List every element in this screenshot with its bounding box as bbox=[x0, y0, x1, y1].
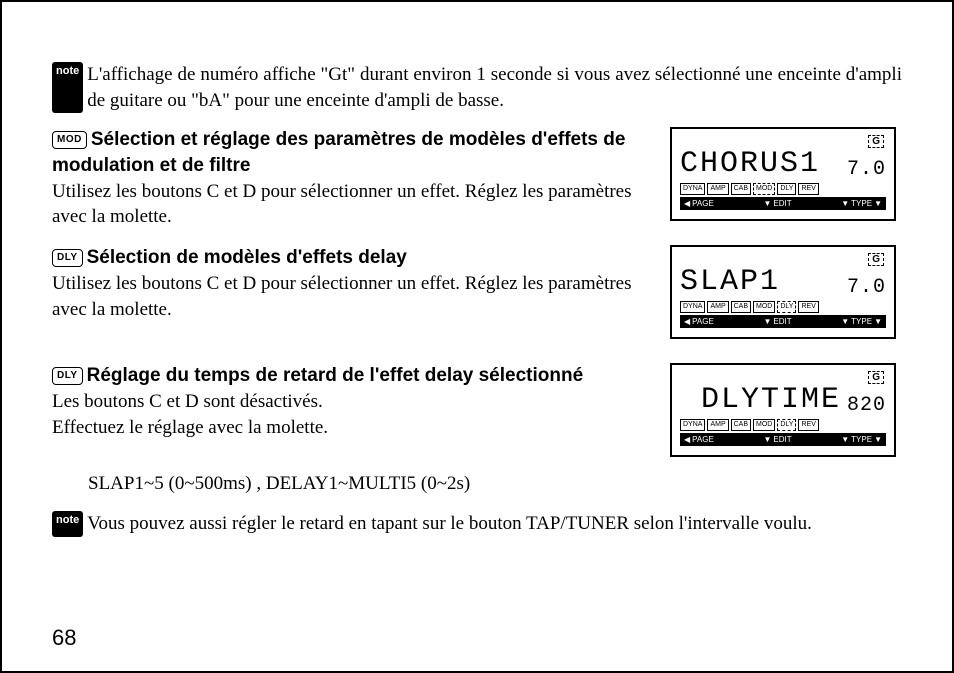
lcd1-name: CHORUS1 bbox=[680, 147, 820, 181]
manual-page: note L'affichage de numéro affiche "Gt" … bbox=[0, 0, 954, 673]
lcd-chorus: G CHORUS1 7.0 DYNAAMPCABMODDLYREV PAGE E… bbox=[670, 127, 902, 231]
lcd3-main: DLYTIME 820 bbox=[680, 385, 886, 417]
mod-box-rev: REV bbox=[798, 419, 818, 431]
section-dly-time-body1: Les boutons C et D sont désactivés. bbox=[52, 391, 323, 412]
page-label-2: PAGE bbox=[684, 317, 714, 326]
range-text: SLAP1~5 (0~500ms) , DELAY1~MULTI5 (0~2s) bbox=[88, 471, 902, 497]
section-dly-time: DLYRéglage du temps de retard de l'effet… bbox=[52, 363, 902, 467]
mod-box-mod: MOD bbox=[753, 183, 775, 195]
lcd1-mods: DYNAAMPCABMODDLYREV bbox=[680, 183, 886, 195]
mod-tag-icon: MOD bbox=[52, 131, 87, 149]
lcd2-val: 7.0 bbox=[847, 276, 886, 299]
section-dly-select-title: Sélection de modèles d'effets delay bbox=[87, 247, 407, 268]
section-dly-select: DLYSélection de modèles d'effets delay U… bbox=[52, 245, 902, 349]
section-dly-select-text: DLYSélection de modèles d'effets delay U… bbox=[52, 245, 670, 322]
lcd2-mods: DYNAAMPCABMODDLYREV bbox=[680, 301, 886, 313]
page-label: PAGE bbox=[684, 199, 714, 208]
note-block-2: note Vous pouvez aussi régler le retard … bbox=[52, 511, 902, 537]
lcd1-footer: PAGE EDIT TYPE bbox=[680, 197, 886, 210]
note-block-1: note L'affichage de numéro affiche "Gt" … bbox=[52, 62, 902, 113]
lcd3-mods: DYNAAMPCABMODDLYREV bbox=[680, 419, 886, 431]
note-icon: note bbox=[52, 62, 83, 113]
mod-box-amp: AMP bbox=[707, 419, 728, 431]
lcd2-footer: PAGE EDIT TYPE bbox=[680, 315, 886, 328]
type-label-3: TYPE bbox=[841, 435, 882, 444]
type-label-2: TYPE bbox=[841, 317, 882, 326]
g-indicator-icon: G bbox=[868, 135, 884, 148]
note-text-2: Vous pouvez aussi régler le retard en ta… bbox=[87, 511, 902, 537]
lcd3-name: DLYTIME bbox=[701, 383, 841, 417]
section-mod-body: Utilisez les boutons C et D pour sélecti… bbox=[52, 181, 632, 228]
page-number: 68 bbox=[52, 625, 76, 651]
edit-label-3: EDIT bbox=[763, 435, 791, 444]
dly-tag-icon-2: DLY bbox=[52, 367, 83, 385]
lcd-panel-3: G DLYTIME 820 DYNAAMPCABMODDLYREV PAGE E… bbox=[670, 363, 896, 457]
lcd2-main: SLAP1 7.0 bbox=[680, 267, 886, 299]
lcd1-val: 7.0 bbox=[847, 158, 886, 181]
dly-tag-icon-1: DLY bbox=[52, 249, 83, 267]
mod-box-amp: AMP bbox=[707, 183, 728, 195]
section-dly-time-text: DLYRéglage du temps de retard de l'effet… bbox=[52, 363, 670, 440]
section-dly-time-body2: Effectuez le réglage avec la molette. bbox=[52, 417, 328, 438]
section-dly-select-body: Utilisez les boutons C et D pour sélecti… bbox=[52, 273, 632, 320]
mod-box-dly: DLY bbox=[777, 419, 796, 431]
mod-box-rev: REV bbox=[798, 301, 818, 313]
mod-box-dly: DLY bbox=[777, 183, 796, 195]
mod-box-dly: DLY bbox=[777, 301, 796, 313]
mod-box-dyna: DYNA bbox=[680, 419, 705, 431]
mod-box-mod: MOD bbox=[753, 301, 775, 313]
lcd-panel-2: G SLAP1 7.0 DYNAAMPCABMODDLYREV PAGE EDI… bbox=[670, 245, 896, 339]
mod-box-cab: CAB bbox=[731, 301, 751, 313]
lcd2-name: SLAP1 bbox=[680, 265, 780, 299]
mod-box-dyna: DYNA bbox=[680, 183, 705, 195]
type-label: TYPE bbox=[841, 199, 882, 208]
section-mod-text: MODSélection et réglage des paramètres d… bbox=[52, 127, 670, 230]
section-dly-time-title: Réglage du temps de retard de l'effet de… bbox=[87, 365, 584, 386]
lcd1-main: CHORUS1 7.0 bbox=[680, 149, 886, 181]
g-indicator-icon-3: G bbox=[868, 371, 884, 384]
g-indicator-icon-2: G bbox=[868, 253, 884, 266]
section-mod: MODSélection et réglage des paramètres d… bbox=[52, 127, 902, 231]
mod-box-amp: AMP bbox=[707, 301, 728, 313]
page-label-3: PAGE bbox=[684, 435, 714, 444]
mod-box-rev: REV bbox=[798, 183, 818, 195]
note-icon-2: note bbox=[52, 511, 83, 537]
mod-box-dyna: DYNA bbox=[680, 301, 705, 313]
mod-box-mod: MOD bbox=[753, 419, 775, 431]
lcd-slap: G SLAP1 7.0 DYNAAMPCABMODDLYREV PAGE EDI… bbox=[670, 245, 902, 349]
edit-label: EDIT bbox=[763, 199, 791, 208]
section-mod-title: Sélection et réglage des paramètres de m… bbox=[52, 129, 625, 176]
lcd3-val: 820 bbox=[847, 394, 886, 417]
lcd-dlytime: G DLYTIME 820 DYNAAMPCABMODDLYREV PAGE E… bbox=[670, 363, 902, 467]
note-text-1: L'affichage de numéro affiche "Gt" duran… bbox=[87, 62, 902, 113]
lcd3-footer: PAGE EDIT TYPE bbox=[680, 433, 886, 446]
edit-label-2: EDIT bbox=[763, 317, 791, 326]
lcd-panel-1: G CHORUS1 7.0 DYNAAMPCABMODDLYREV PAGE E… bbox=[670, 127, 896, 221]
mod-box-cab: CAB bbox=[731, 419, 751, 431]
mod-box-cab: CAB bbox=[731, 183, 751, 195]
